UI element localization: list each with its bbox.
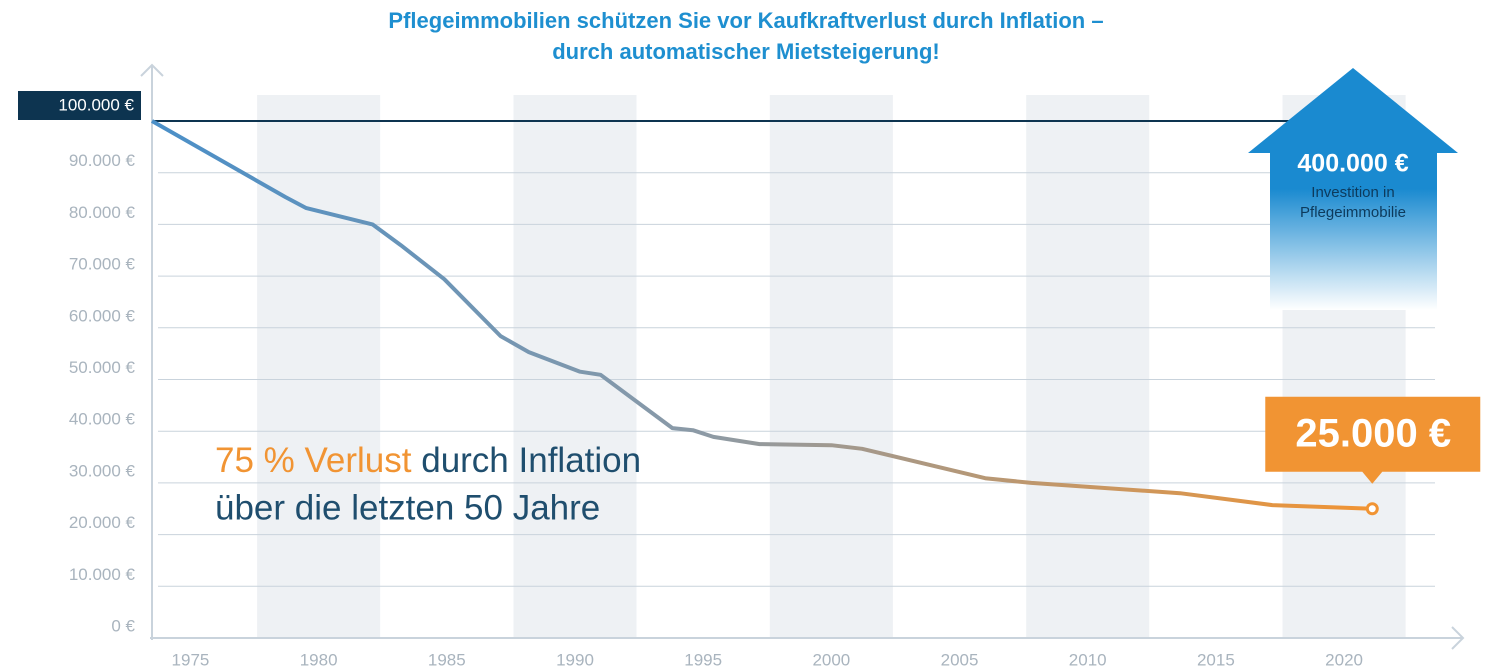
x-band	[513, 95, 637, 638]
loss-rest: durch Inflation	[412, 441, 642, 480]
y-tick-label: 60.000 €	[69, 306, 136, 325]
end-marker	[1365, 502, 1379, 516]
y-tick-label: 100.000 €	[58, 95, 134, 114]
callout-box	[1265, 396, 1481, 484]
x-tick-label: 1975	[172, 650, 210, 669]
y-tick-label: 10.000 €	[69, 565, 136, 584]
y-tick-label: 40.000 €	[69, 410, 136, 429]
x-tick-label: 1980	[300, 650, 338, 669]
investment-arrow: 400.000 € Investition in Pflegeimmobilie	[1248, 68, 1458, 310]
x-tick-label: 2005	[941, 650, 979, 669]
x-tick-label: 2000	[812, 650, 850, 669]
bands	[257, 95, 1406, 638]
investment-text: Pflegeimmobilie	[1300, 204, 1406, 221]
data-line	[151, 119, 1373, 511]
x-tick-label: 1990	[556, 650, 594, 669]
y-tick-label: 20.000 €	[69, 513, 136, 532]
x-axis	[150, 626, 1465, 650]
chart-title: durch automatischer Mietsteigerung!	[552, 39, 940, 64]
x-band	[769, 95, 893, 638]
y-tick-label: 80.000 €	[69, 203, 136, 222]
x-tick-label: 2010	[1069, 650, 1107, 669]
loss-annotation-line2: über die letzten 50 Jahre	[215, 488, 600, 527]
x-tick-label: 1985	[428, 650, 466, 669]
y-tick-label: 50.000 €	[69, 358, 136, 377]
loss-highlight: 75 % Verlust	[215, 441, 412, 480]
loss-annotation: 75 % Verlust durch Inflation	[215, 441, 641, 480]
value-label: 25.000 €	[1295, 411, 1451, 455]
investment-amount: 400.000 €	[1297, 150, 1408, 178]
y-tick-label: 90.000 €	[69, 151, 136, 170]
chart-title: Pflegeimmobilien schützen Sie vor Kaufkr…	[388, 8, 1103, 33]
y-tick-box	[18, 91, 141, 120]
x-tick-label: 1995	[684, 650, 722, 669]
investment-text: Investition in	[1311, 184, 1394, 201]
y-axis	[140, 63, 164, 640]
y-tick-label: 0 €	[111, 616, 135, 635]
y-tick-label: 30.000 €	[69, 461, 136, 480]
plot: 25.000 €	[151, 119, 1481, 516]
y-tick-label: 70.000 €	[69, 255, 136, 274]
x-tick-label: 2020	[1325, 650, 1363, 669]
x-band	[1026, 95, 1150, 638]
arrow-shape	[1248, 68, 1458, 310]
x-tick-label: 2015	[1197, 650, 1235, 669]
x-band	[257, 95, 381, 638]
